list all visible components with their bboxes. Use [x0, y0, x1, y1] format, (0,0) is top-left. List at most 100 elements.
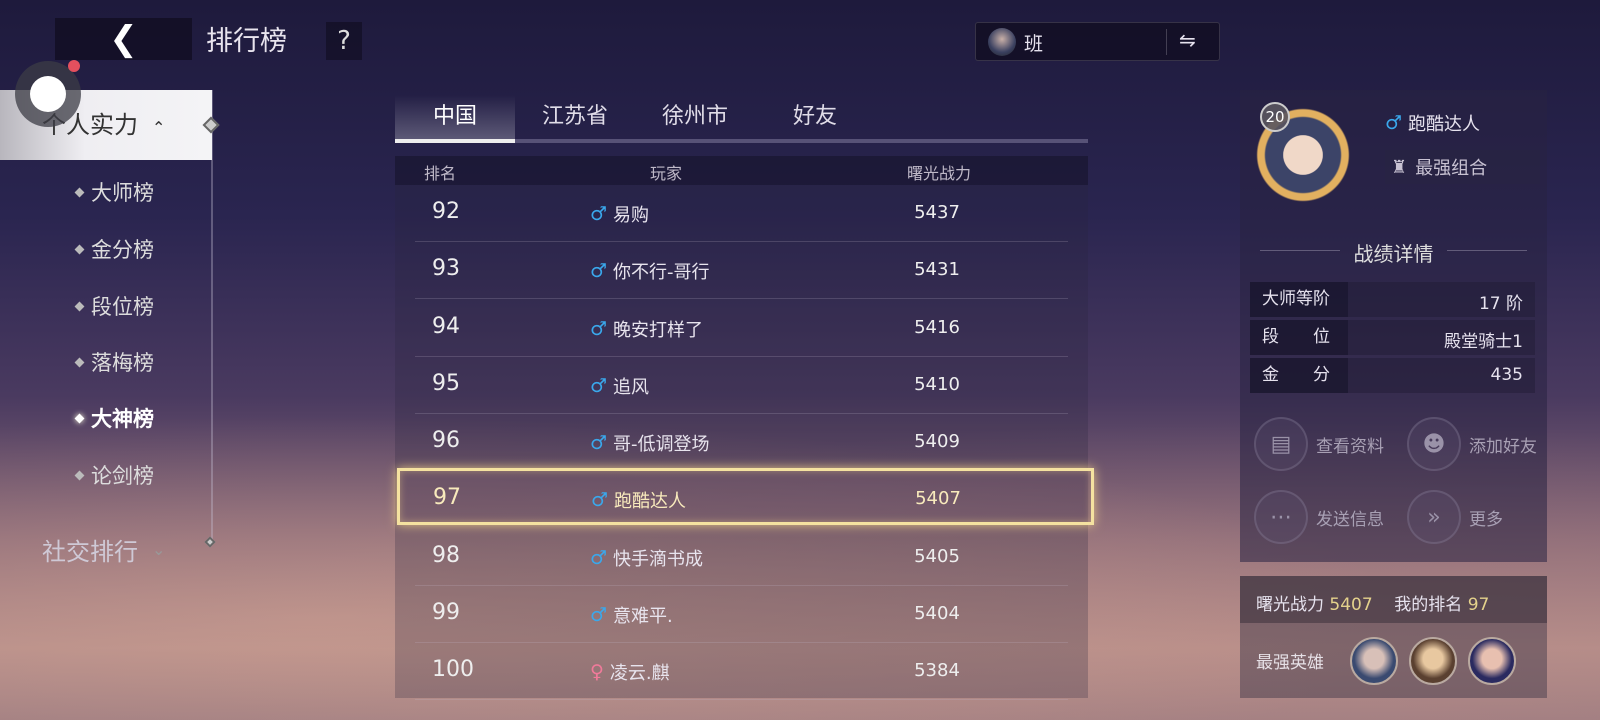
bullet-icon: [74, 187, 85, 197]
player[interactable]: ♂ 晚安打样了: [590, 316, 703, 342]
hero-portrait[interactable]: [1350, 637, 1398, 685]
view-profile-button[interactable]: ▤ 查看资料: [1254, 417, 1384, 471]
player[interactable]: ♂ 你不行-哥行: [590, 258, 710, 284]
stat-key: 金 分: [1250, 358, 1348, 393]
tab-china[interactable]: 中国: [395, 95, 515, 143]
player-name: 晚安打样了: [613, 319, 704, 341]
sidebar-item-god[interactable]: 大神榜: [74, 403, 154, 433]
sidebar-item-luomei[interactable]: 落梅榜: [74, 347, 154, 377]
table-row[interactable]: 98 ♂ 快手滴书成 5405: [415, 529, 1068, 586]
more-button[interactable]: » 更多: [1407, 490, 1503, 544]
header-rank: 排名: [423, 164, 457, 183]
name-text: 跑酷达人: [1408, 114, 1481, 135]
table-row[interactable]: 100 ♀ 凌云.麒 5384: [415, 643, 1068, 701]
player-name: 跑酷达人: [614, 490, 687, 512]
banner-icon: ♜: [1391, 156, 1408, 178]
rank: 99: [432, 600, 460, 626]
hero-portrait[interactable]: [1468, 637, 1516, 685]
sidebar-item-gold[interactable]: 金分榜: [74, 234, 154, 264]
player[interactable]: ♂ 哥-低调登场: [590, 430, 710, 456]
player-name: ♂ 跑酷达人: [1385, 110, 1480, 136]
power: 5416: [914, 316, 960, 338]
best-heroes-label: 最强英雄: [1256, 653, 1324, 673]
action-label: 添加好友: [1469, 436, 1537, 457]
hero-portrait[interactable]: [1409, 637, 1457, 685]
my-stats: 曙光战力 5407 我的排名 97: [1240, 576, 1547, 623]
player[interactable]: ♂ 跑酷达人: [591, 487, 686, 513]
sidebar-item-lunjian[interactable]: 论剑榜: [74, 460, 154, 490]
player-detail-panel: 20 ♂ 跑酷达人 ♜ 最强组合 战绩详情 大师等阶 17 阶 段 位 殿堂骑士1 金 …: [1240, 90, 1547, 562]
rank: 93: [432, 256, 460, 282]
table-row[interactable]: 99 ♂ 意难平. 5404: [415, 586, 1068, 644]
section-title: 战绩详情: [1240, 238, 1547, 267]
sidebar-item-rank[interactable]: 段位榜: [74, 291, 154, 321]
back-button[interactable]: ❮: [55, 18, 192, 60]
my-summary-panel: 曙光战力 5407 我的排名 97 最强英雄: [1240, 576, 1547, 698]
power: 5410: [914, 373, 960, 395]
best-combo-button[interactable]: ♜ 最强组合: [1385, 150, 1540, 184]
stat-value: 17 阶: [1478, 294, 1523, 314]
circle-icon: [30, 76, 66, 112]
rank: 98: [432, 542, 460, 568]
rank-label: 我的排名: [1394, 595, 1463, 615]
tab-friends[interactable]: 好友: [792, 104, 837, 129]
bullet-icon: [74, 244, 85, 254]
power: 5437: [914, 202, 960, 223]
ranking-panel: 中国 江苏省 徐州市 好友 排名 玩家 曙光战力 92 ♂ 易购 5437 93 ♂…: [395, 95, 1094, 701]
bullet-icon: [74, 470, 85, 480]
player[interactable]: ♀ 凌云.麒: [590, 659, 670, 685]
ranking-list[interactable]: 92 ♂ 易购 5437 93 ♂ 你不行-哥行 5431 94 ♂ 晚安打样了 5416…: [395, 185, 1094, 701]
header-power: 曙光战力: [906, 164, 972, 183]
sidebar-divider: [211, 90, 213, 542]
action-label: 发送信息: [1316, 509, 1384, 530]
player[interactable]: ♂ 追风: [590, 373, 649, 399]
group-label: 社交排行: [42, 538, 138, 566]
sidebar-item-master[interactable]: 大师榜: [74, 177, 154, 207]
player[interactable]: ♂ 意难平.: [590, 602, 673, 628]
item-label: 大神榜: [91, 407, 154, 431]
male-icon: ♂: [590, 260, 608, 283]
table-row[interactable]: 96 ♂ 哥-低调登场 5409: [415, 414, 1068, 472]
power: 5409: [914, 431, 960, 453]
table-row[interactable]: 94 ♂ 晚安打样了 5416: [415, 300, 1068, 357]
player-name: 哥-低调登场: [613, 434, 710, 456]
stat-row: 金 分 435: [1250, 358, 1535, 393]
male-icon: ♂: [1385, 112, 1403, 134]
item-label: 大师榜: [91, 181, 154, 205]
add-friend-button[interactable]: ☻ 添加好友: [1407, 417, 1537, 471]
stat-value: 殿堂骑士1: [1444, 332, 1523, 352]
male-icon: ♂: [590, 546, 608, 569]
rank: 92: [432, 199, 460, 224]
chevron-up-icon: ⌃: [152, 118, 166, 137]
player-name: 快手滴书成: [613, 548, 704, 570]
table-row[interactable]: 92 ♂ 易购 5437: [415, 185, 1068, 242]
table-row[interactable]: 93 ♂ 你不行-哥行 5431: [415, 242, 1068, 300]
sidebar-group-social[interactable]: 社交排行 ⌄: [42, 532, 165, 567]
help-button[interactable]: ?: [326, 22, 362, 60]
send-message-button[interactable]: ⋯ 发送信息: [1254, 490, 1384, 544]
rank: 97: [433, 484, 461, 510]
table-row-self[interactable]: 97 ♂ 跑酷达人 5407: [397, 467, 1094, 525]
switch-icon[interactable]: ⇋: [1179, 28, 1196, 52]
player[interactable]: ♂ 易购: [590, 201, 649, 227]
hero-avatar: [988, 28, 1016, 56]
bullet-icon: [74, 301, 85, 311]
action-label: 更多: [1469, 509, 1503, 530]
table-row[interactable]: 95 ♂ 追风 5410: [415, 357, 1068, 414]
hero-switch[interactable]: 班 ⇋: [975, 22, 1220, 61]
tab-city[interactable]: 徐州市: [661, 104, 728, 129]
document-search-icon: ▤: [1254, 417, 1308, 471]
player-name: 意难平.: [613, 606, 673, 628]
male-icon: ♂: [590, 604, 608, 627]
stat-key: 大师等阶: [1250, 282, 1348, 317]
male-icon: ♂: [590, 203, 608, 225]
header-player: 玩家: [649, 164, 683, 183]
tab-province[interactable]: 江苏省: [541, 104, 608, 129]
player[interactable]: ♂ 快手滴书成: [590, 545, 703, 571]
item-label: 金分榜: [91, 238, 154, 262]
floating-assistive-button[interactable]: [15, 60, 81, 127]
rank: 96: [432, 428, 460, 454]
notification-dot: [68, 60, 80, 72]
double-chevron-icon: »: [1407, 490, 1461, 544]
male-icon: ♂: [591, 488, 609, 511]
